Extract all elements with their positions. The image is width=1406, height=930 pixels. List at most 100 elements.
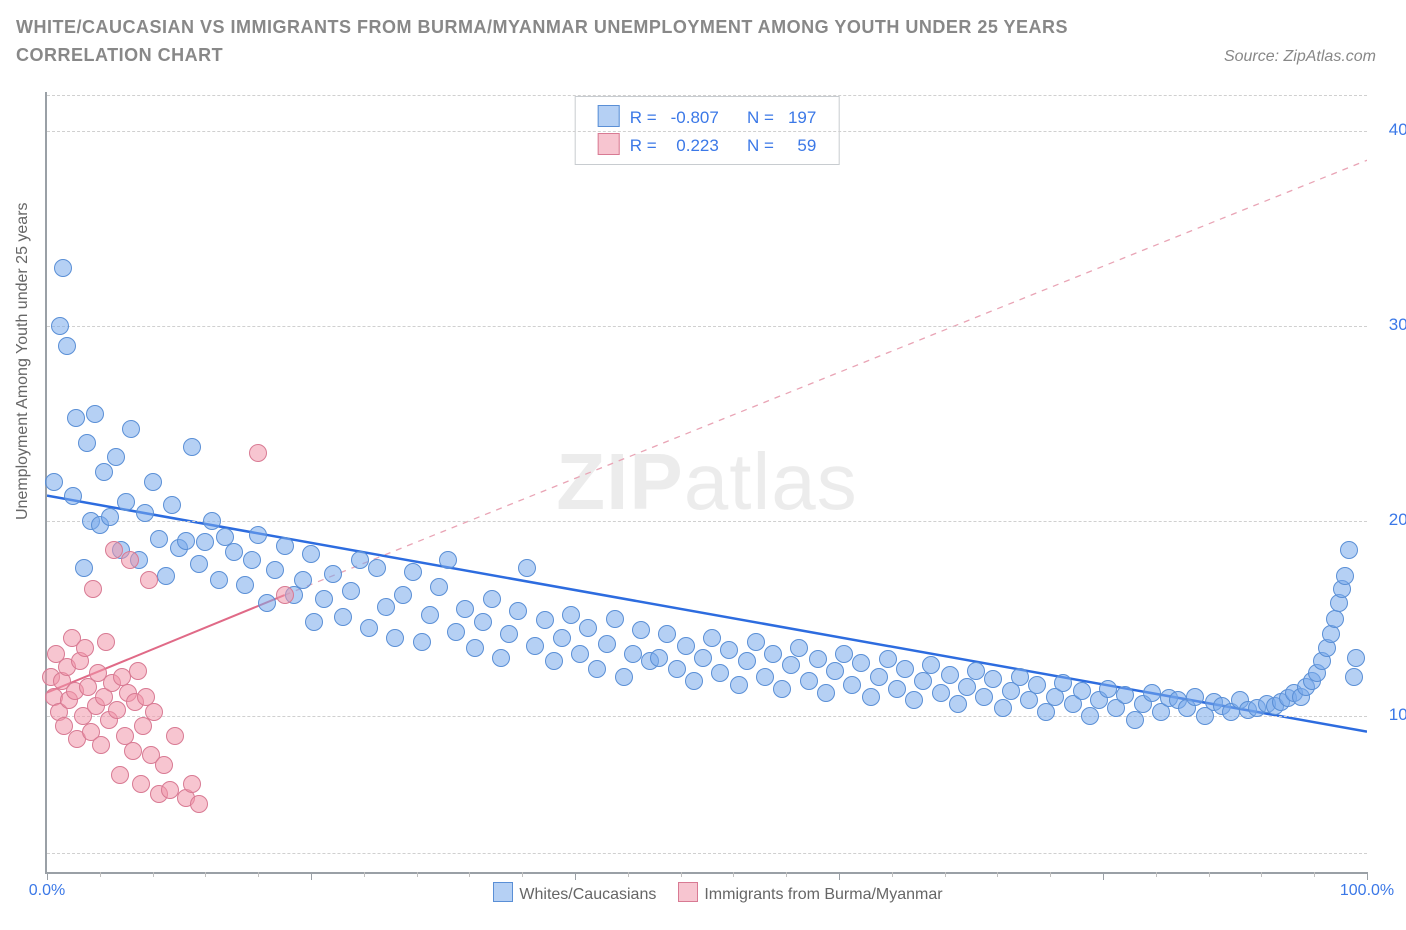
- data-point: [136, 504, 154, 522]
- data-point: [342, 582, 360, 600]
- data-point: [78, 434, 96, 452]
- data-point: [500, 625, 518, 643]
- data-point: [835, 645, 853, 663]
- data-point: [509, 602, 527, 620]
- data-point: [150, 530, 168, 548]
- data-point: [276, 537, 294, 555]
- data-point: [870, 668, 888, 686]
- data-point: [386, 629, 404, 647]
- data-point: [843, 676, 861, 694]
- data-point: [773, 680, 791, 698]
- data-point: [276, 586, 294, 604]
- data-point: [324, 565, 342, 583]
- data-point: [439, 551, 457, 569]
- data-point: [111, 766, 129, 784]
- data-point: [166, 727, 184, 745]
- data-point: [97, 633, 115, 651]
- chart-title: WHITE/CAUCASIAN VS IMMIGRANTS FROM BURMA…: [16, 14, 1116, 70]
- data-point: [483, 590, 501, 608]
- data-point: [249, 444, 267, 462]
- data-point: [685, 672, 703, 690]
- data-point: [1336, 567, 1354, 585]
- data-point: [1126, 711, 1144, 729]
- data-point: [720, 641, 738, 659]
- data-point: [225, 543, 243, 561]
- data-point: [1347, 649, 1365, 667]
- data-point: [747, 633, 765, 651]
- data-point: [711, 664, 729, 682]
- data-point: [132, 775, 150, 793]
- data-point: [1345, 668, 1363, 686]
- data-point: [243, 551, 261, 569]
- data-point: [155, 756, 173, 774]
- data-point: [984, 670, 1002, 688]
- data-point: [421, 606, 439, 624]
- data-point: [1037, 703, 1055, 721]
- data-point: [790, 639, 808, 657]
- data-point: [571, 645, 589, 663]
- data-point: [677, 637, 695, 655]
- data-point: [75, 559, 93, 577]
- data-point: [949, 695, 967, 713]
- data-point: [95, 463, 113, 481]
- data-point: [888, 680, 906, 698]
- data-point: [145, 703, 163, 721]
- data-point: [738, 652, 756, 670]
- data-point: [932, 684, 950, 702]
- data-point: [817, 684, 835, 702]
- data-point: [562, 606, 580, 624]
- data-point: [941, 666, 959, 684]
- data-point: [140, 571, 158, 589]
- data-point: [129, 662, 147, 680]
- data-point: [84, 580, 102, 598]
- data-point: [196, 533, 214, 551]
- data-point: [756, 668, 774, 686]
- data-point: [474, 613, 492, 631]
- data-point: [117, 493, 135, 511]
- data-point: [579, 619, 597, 637]
- data-point: [1073, 682, 1091, 700]
- data-point: [302, 545, 320, 563]
- plot-area: ZIPatlas R =-0.807 N =197R =0.223 N =59 …: [45, 92, 1367, 874]
- data-point: [658, 625, 676, 643]
- data-point: [456, 600, 474, 618]
- y-axis-label: Unemployment Among Youth under 25 years: [14, 202, 32, 520]
- data-point: [994, 699, 1012, 717]
- x-tick-label: 0.0%: [29, 882, 65, 900]
- data-point: [1326, 610, 1344, 628]
- data-point: [879, 650, 897, 668]
- data-point: [210, 571, 228, 589]
- data-point: [360, 619, 378, 637]
- data-point: [404, 563, 422, 581]
- data-point: [430, 578, 448, 596]
- data-point: [315, 590, 333, 608]
- data-point: [1186, 688, 1204, 706]
- data-point: [121, 551, 139, 569]
- data-point: [553, 629, 571, 647]
- data-point: [975, 688, 993, 706]
- data-point: [615, 668, 633, 686]
- y-tick-label: 10.0%: [1377, 705, 1406, 725]
- data-point: [922, 656, 940, 674]
- data-point: [203, 512, 221, 530]
- data-point: [668, 660, 686, 678]
- data-point: [294, 571, 312, 589]
- data-point: [124, 742, 142, 760]
- data-point: [598, 635, 616, 653]
- data-point: [305, 613, 323, 631]
- data-point: [190, 795, 208, 813]
- data-point: [377, 598, 395, 616]
- data-point: [536, 611, 554, 629]
- data-point: [958, 678, 976, 696]
- data-point: [782, 656, 800, 674]
- y-tick-label: 30.0%: [1377, 315, 1406, 335]
- data-point: [58, 337, 76, 355]
- data-point: [526, 637, 544, 655]
- data-point: [76, 639, 94, 657]
- data-point: [183, 438, 201, 456]
- data-point: [413, 633, 431, 651]
- data-point: [157, 567, 175, 585]
- data-point: [1099, 680, 1117, 698]
- data-point: [730, 676, 748, 694]
- data-point: [492, 649, 510, 667]
